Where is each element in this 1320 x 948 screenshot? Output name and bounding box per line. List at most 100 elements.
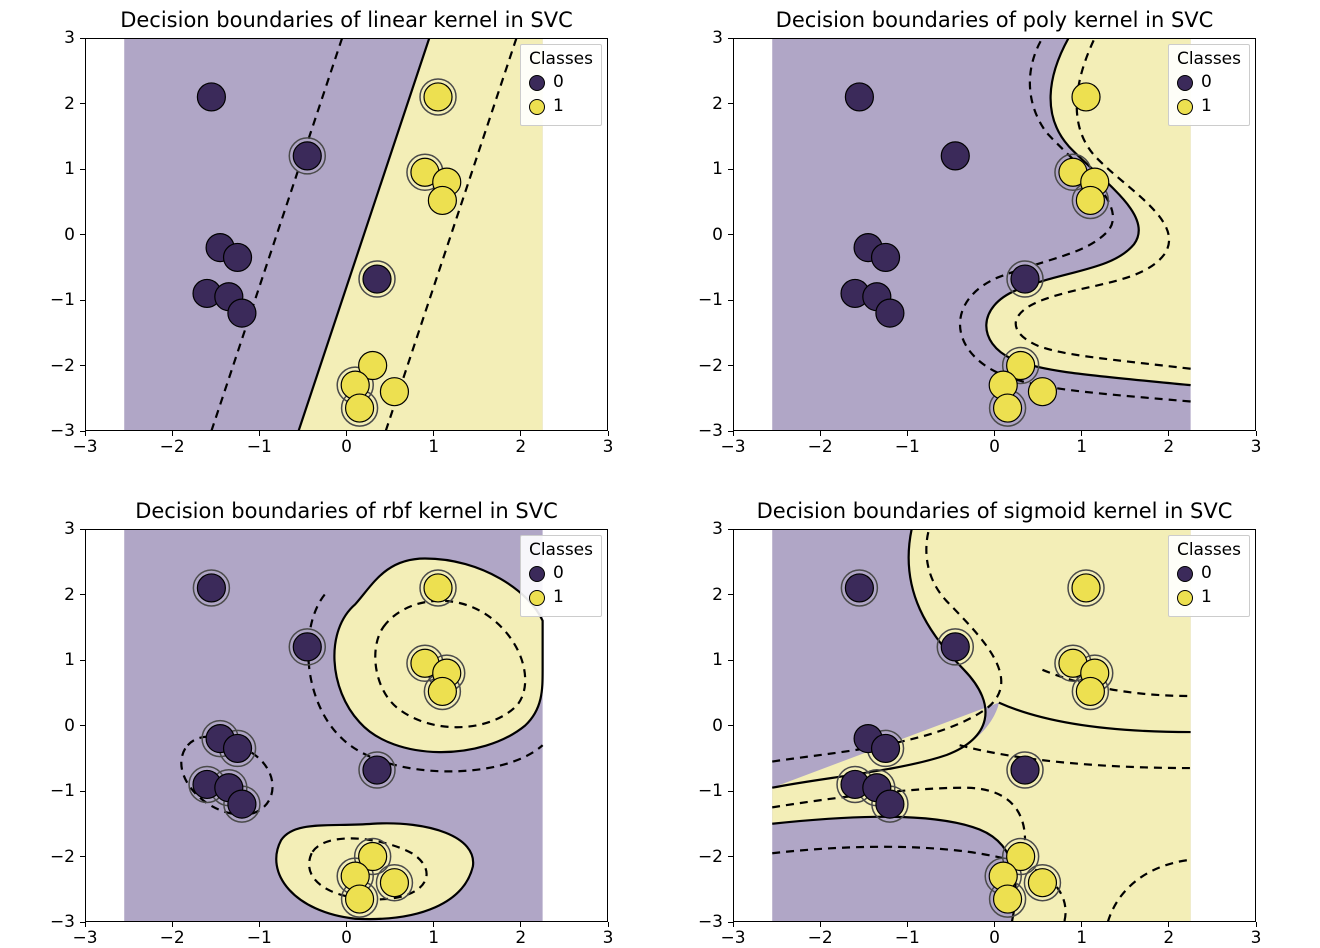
y-tick-mark xyxy=(80,169,85,170)
y-tick-mark xyxy=(728,38,733,39)
data-point-class1 xyxy=(1076,677,1104,705)
plot-area: −3−2−10123−3−2−10123Classes01 xyxy=(733,529,1256,922)
x-tick-mark xyxy=(433,922,434,927)
data-point-class0 xyxy=(941,633,969,661)
legend-marker-icon xyxy=(1177,99,1193,115)
data-point-class0 xyxy=(224,734,252,762)
y-tick-mark xyxy=(728,529,733,530)
legend-item: 0 xyxy=(1177,562,1241,586)
y-tick-mark xyxy=(728,594,733,595)
legend-item: 0 xyxy=(529,562,593,586)
x-tick-mark xyxy=(259,431,260,436)
y-tick-mark xyxy=(728,234,733,235)
figure: Decision boundaries of linear kernel in … xyxy=(0,0,1320,946)
y-tick-label: −2 xyxy=(50,356,75,376)
x-tick-label: −1 xyxy=(895,928,920,948)
y-tick-mark xyxy=(80,300,85,301)
data-point-class0 xyxy=(363,265,391,293)
x-tick-mark xyxy=(346,431,347,436)
x-tick-label: 0 xyxy=(989,928,1000,948)
data-point-class1 xyxy=(424,574,452,602)
legend-item: 1 xyxy=(1177,95,1241,119)
data-point-class1 xyxy=(1072,83,1100,111)
y-tick-mark xyxy=(80,856,85,857)
x-tick-label: −1 xyxy=(247,928,272,948)
x-tick-label: −2 xyxy=(160,437,185,457)
subplot-linear: Decision boundaries of linear kernel in … xyxy=(85,38,608,431)
x-tick-mark xyxy=(907,922,908,927)
legend: Classes01 xyxy=(1168,535,1250,617)
x-tick-mark xyxy=(259,922,260,927)
legend-marker-icon xyxy=(529,590,545,606)
data-point-class1 xyxy=(428,677,456,705)
y-tick-label: 1 xyxy=(64,159,75,179)
x-tick-mark xyxy=(433,431,434,436)
y-tick-label: −2 xyxy=(698,847,723,867)
x-tick-mark xyxy=(608,922,609,927)
x-tick-label: 1 xyxy=(428,437,439,457)
y-tick-mark xyxy=(80,529,85,530)
legend-item: 1 xyxy=(529,95,593,119)
y-tick-mark xyxy=(80,38,85,39)
x-tick-mark xyxy=(994,922,995,927)
y-tick-label: 1 xyxy=(712,650,723,670)
subplot-rbf: Decision boundaries of rbf kernel in SVC… xyxy=(85,529,608,922)
y-tick-label: 1 xyxy=(64,650,75,670)
legend-item: 1 xyxy=(1177,586,1241,610)
y-tick-label: 0 xyxy=(64,716,75,736)
legend-title: Classes xyxy=(529,49,593,69)
y-tick-label: 2 xyxy=(712,585,723,605)
y-tick-label: 1 xyxy=(712,159,723,179)
x-tick-label: −3 xyxy=(72,928,97,948)
data-point-class0 xyxy=(872,243,900,271)
legend-label: 0 xyxy=(553,562,564,586)
data-point-class0 xyxy=(872,734,900,762)
x-tick-label: 1 xyxy=(428,928,439,948)
x-tick-label: 3 xyxy=(603,928,614,948)
data-point-class1 xyxy=(1072,574,1100,602)
y-tick-mark xyxy=(80,234,85,235)
x-tick-label: 2 xyxy=(1163,928,1174,948)
legend-label: 1 xyxy=(553,586,564,610)
x-tick-mark xyxy=(733,431,734,436)
x-tick-label: −2 xyxy=(808,928,833,948)
x-tick-mark xyxy=(1256,431,1257,436)
y-tick-label: −1 xyxy=(50,290,75,310)
y-tick-label: −3 xyxy=(50,912,75,932)
legend-marker-icon xyxy=(529,566,545,582)
x-tick-label: 2 xyxy=(515,928,526,948)
y-tick-mark xyxy=(728,169,733,170)
x-tick-mark xyxy=(172,922,173,927)
x-tick-mark xyxy=(733,922,734,927)
subplot-title: Decision boundaries of poly kernel in SV… xyxy=(733,8,1256,32)
y-tick-mark xyxy=(728,431,733,432)
y-tick-label: 0 xyxy=(64,225,75,245)
y-tick-label: −1 xyxy=(50,781,75,801)
legend-label: 0 xyxy=(1201,71,1212,95)
x-tick-label: 3 xyxy=(603,437,614,457)
x-tick-mark xyxy=(608,431,609,436)
x-tick-label: −1 xyxy=(895,437,920,457)
y-tick-mark xyxy=(80,922,85,923)
legend-marker-icon xyxy=(1177,566,1193,582)
x-tick-label: −2 xyxy=(160,928,185,948)
y-tick-label: −3 xyxy=(698,912,723,932)
y-tick-label: −2 xyxy=(698,356,723,376)
x-tick-label: −2 xyxy=(808,437,833,457)
x-tick-mark xyxy=(1081,922,1082,927)
subplot-sigmoid: Decision boundaries of sigmoid kernel in… xyxy=(733,529,1256,922)
data-point-class0 xyxy=(197,574,225,602)
data-point-class0 xyxy=(1011,265,1039,293)
legend: Classes01 xyxy=(1168,44,1250,126)
data-point-class0 xyxy=(197,83,225,111)
data-point-class1 xyxy=(380,869,408,897)
data-point-class1 xyxy=(424,83,452,111)
data-point-class1 xyxy=(428,186,456,214)
plot-area: −3−2−10123−3−2−10123Classes01 xyxy=(733,38,1256,431)
y-tick-label: 0 xyxy=(712,225,723,245)
y-tick-label: 3 xyxy=(712,519,723,539)
data-point-class0 xyxy=(876,299,904,327)
y-tick-label: −3 xyxy=(50,421,75,441)
data-point-class1 xyxy=(1028,378,1056,406)
y-tick-mark xyxy=(80,791,85,792)
